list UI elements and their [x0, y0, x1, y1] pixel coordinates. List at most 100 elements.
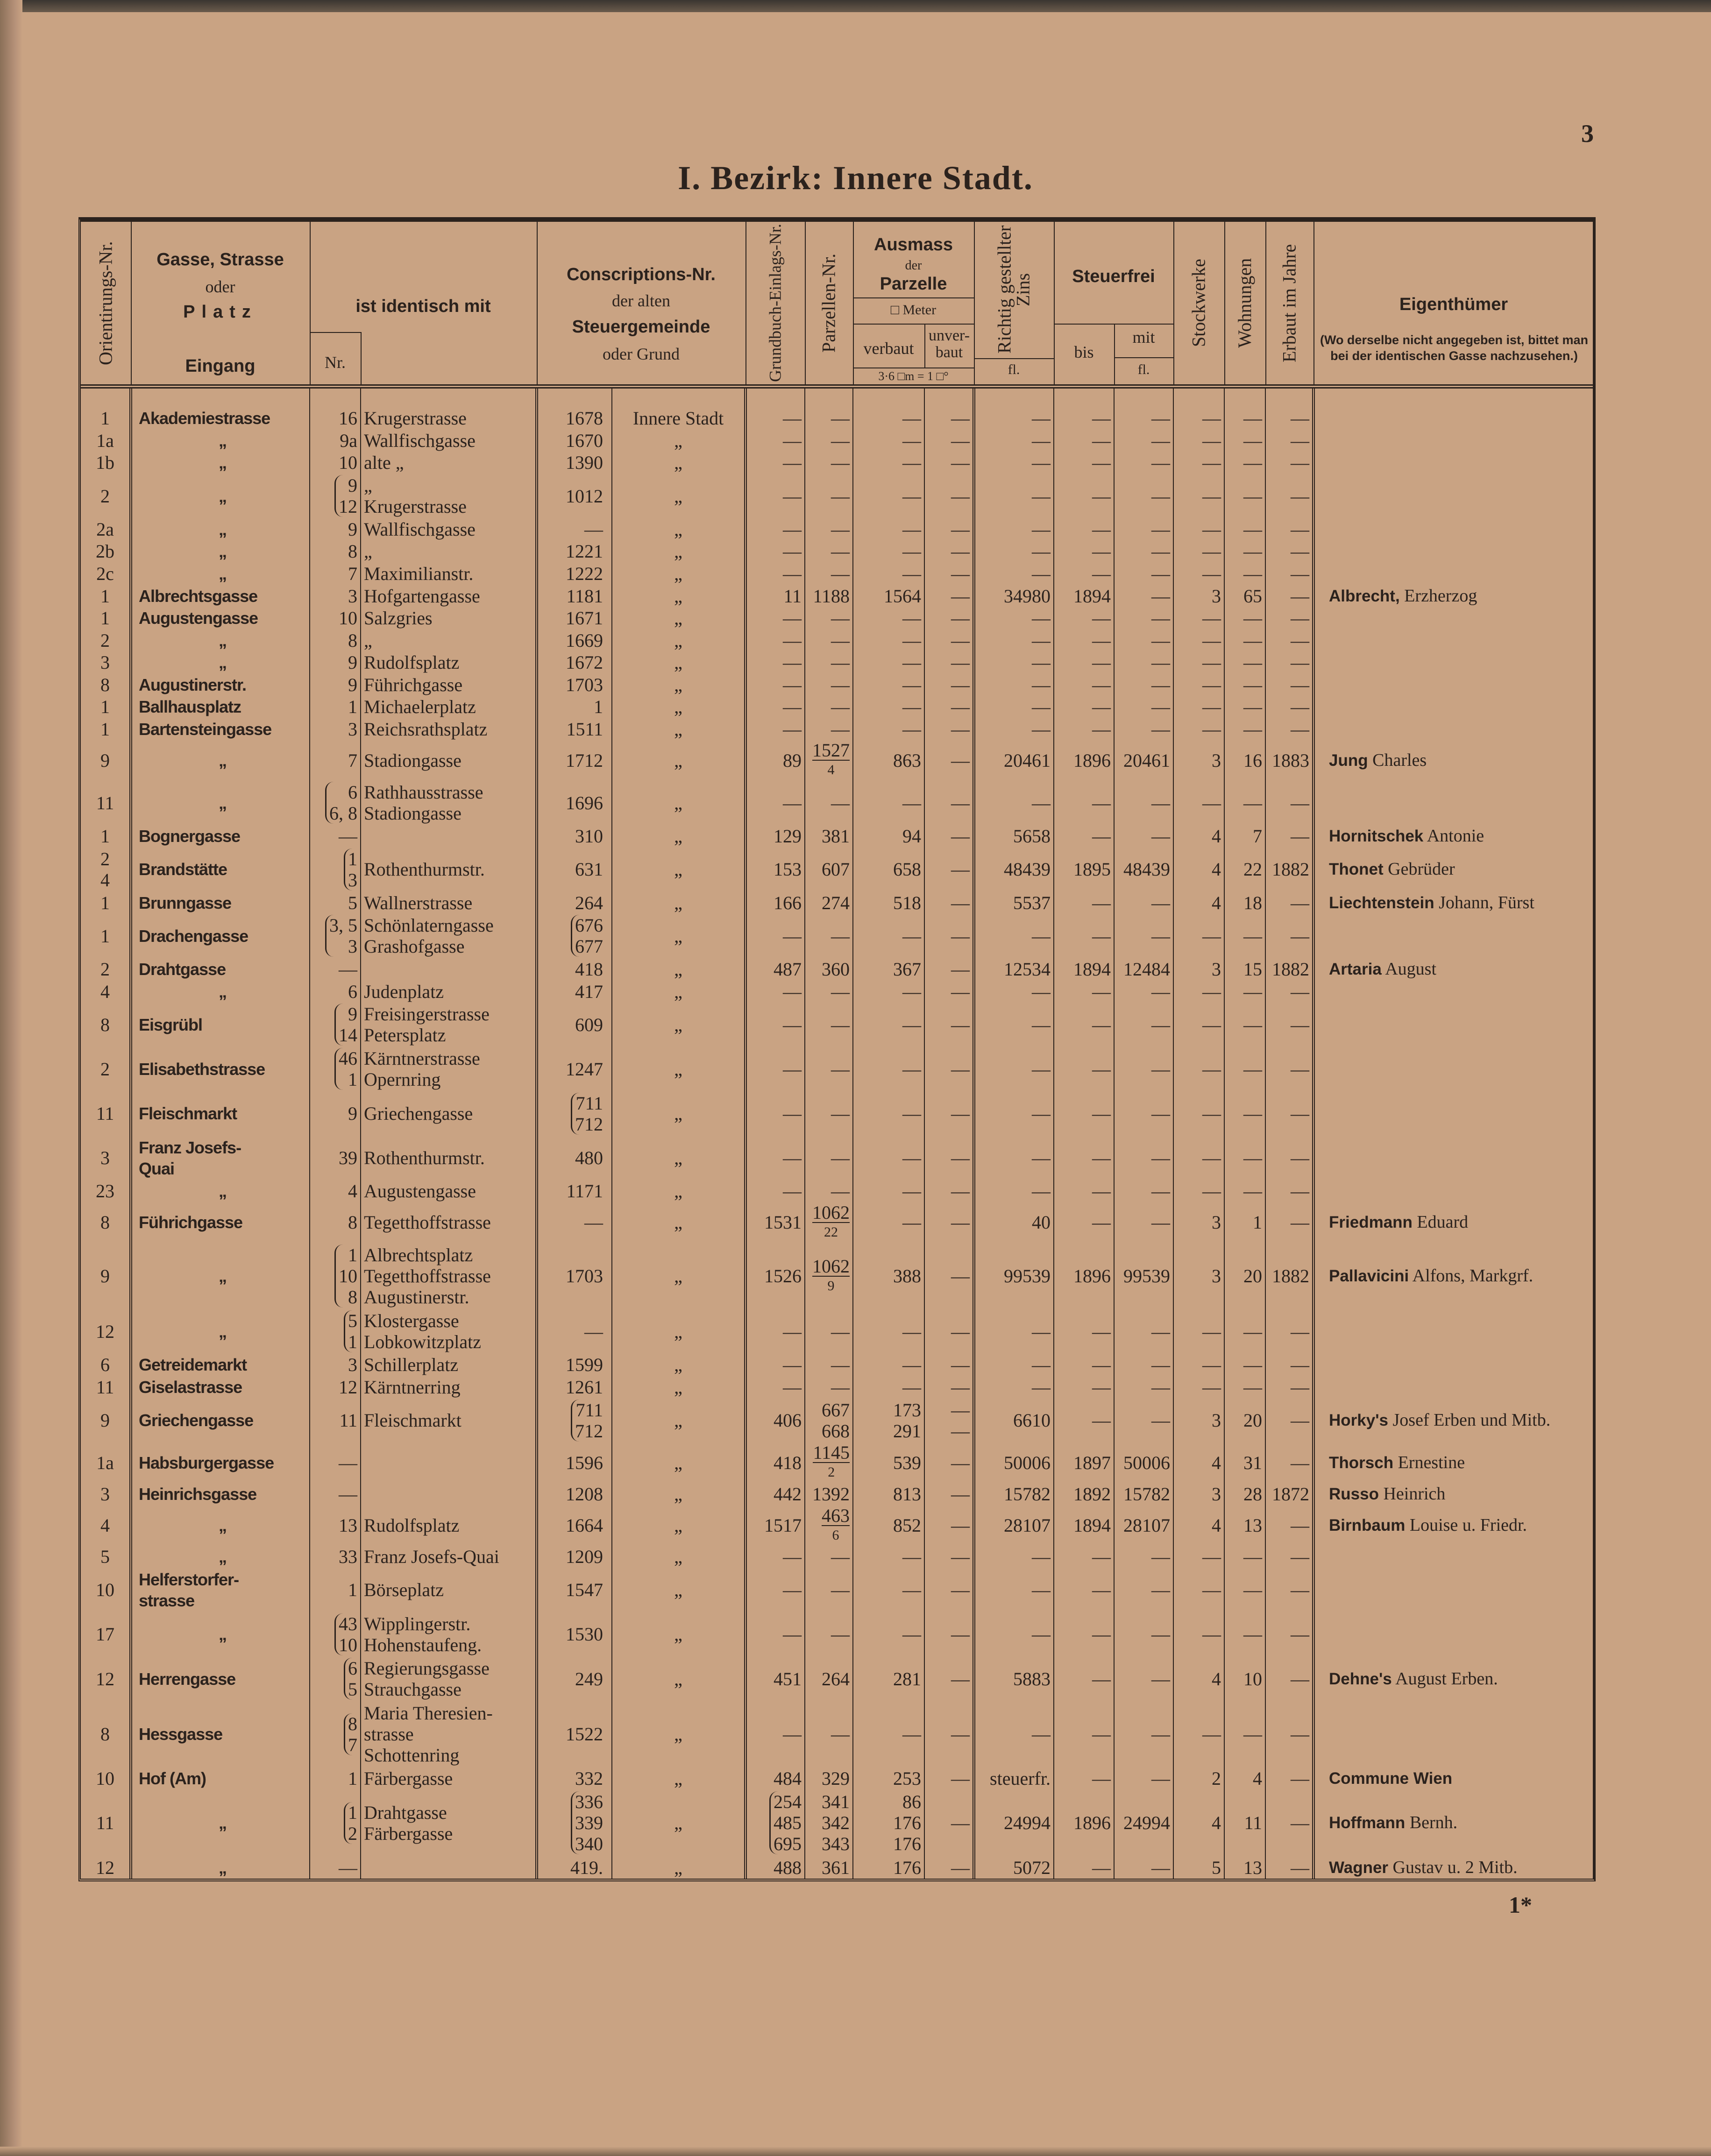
- grundbuch-line: 485: [774, 1812, 802, 1834]
- gasse-line: Franz Josefs-: [139, 1138, 241, 1157]
- table-row: 2a „ 9 Wallfischgasse — „ — — — — — — — — — —: [81, 518, 1593, 541]
- ident-group: „: [364, 630, 532, 651]
- cell-erbaut: 1882: [1265, 958, 1313, 981]
- cell-verbaut: 281: [852, 1656, 924, 1701]
- nr-line: 3, 5: [329, 915, 357, 936]
- owner-detail: August: [1385, 959, 1437, 979]
- owner-name: Thorsch: [1329, 1453, 1394, 1472]
- orient-value: 1b: [96, 452, 114, 474]
- cell-orient: 3: [81, 1483, 131, 1506]
- table-row: 10 Hof (Am) 1 Färbergasse 332 „ 484 329 253— steu…: [81, 1767, 1593, 1790]
- orient-line: 4: [100, 869, 110, 891]
- grund-value: „: [674, 674, 682, 695]
- zins-value: 24994: [1004, 1812, 1051, 1834]
- nr-line: 39: [339, 1147, 357, 1169]
- conscr-group: —: [541, 1212, 603, 1233]
- cell-conscr: 1247: [535, 1046, 612, 1092]
- cell-conscr: 480: [535, 1136, 612, 1180]
- cell-erbaut: —: [1265, 1136, 1313, 1180]
- nr-group: 8: [313, 630, 357, 651]
- cell-nr: 1: [309, 695, 361, 718]
- zins-value: 40: [1032, 1212, 1051, 1233]
- bis-value: —: [1092, 925, 1111, 947]
- cell-grund: „: [611, 1612, 745, 1657]
- nr-group: 16: [313, 408, 357, 429]
- spacer-cell: [129, 389, 310, 407]
- ident-group: Wallfischgasse: [364, 519, 532, 540]
- cell-verbaut: 852: [852, 1505, 924, 1546]
- fraction-denominator: 22: [824, 1224, 838, 1240]
- cell-owner: Pallavicini Alfons, Markgrf.: [1312, 1243, 1593, 1309]
- cell-mit: —: [1114, 1656, 1173, 1701]
- cell-conscr: 1221: [535, 540, 612, 563]
- conscr-group: 1247: [541, 1059, 603, 1080]
- cell-ident: Michaelerplatz: [360, 695, 537, 718]
- cell-stock: 4: [1173, 1789, 1224, 1857]
- verbaut-value: —: [902, 563, 921, 584]
- cell-verbaut: 176: [852, 1856, 924, 1879]
- conscr-line: 1712: [566, 749, 603, 771]
- ident-group: Kärntnerstrasse Opernring: [364, 1048, 532, 1090]
- cell-ident: Freisingerstrasse Petersplatz: [360, 1002, 537, 1047]
- cell-owner: [1312, 629, 1593, 651]
- zins-value: —: [1032, 1579, 1051, 1601]
- bis-value: —: [1092, 1014, 1111, 1035]
- nr-line: 5: [348, 1310, 357, 1332]
- cell-wohn: 13: [1224, 1505, 1265, 1546]
- cell-orient: 8: [81, 1003, 131, 1047]
- unverbaut-value: —: [951, 1265, 970, 1287]
- nr-line: 9: [348, 652, 357, 673]
- zins-value: —: [1032, 1546, 1051, 1568]
- table-row: 4 „ 13 Rudolfsplatz 1664 „ 1517 463 6 852—28107 18…: [81, 1505, 1593, 1546]
- cell-parzelle: —: [804, 1701, 853, 1768]
- cell-erbaut: —: [1265, 891, 1313, 914]
- conscr-line: 1171: [566, 1180, 603, 1202]
- cell-verbaut: —: [852, 1002, 924, 1047]
- stock-value: —: [1202, 408, 1221, 429]
- parcel-fraction: 1527 4: [812, 741, 850, 779]
- ident-line: strasse: [364, 1724, 414, 1745]
- nr-line: 1: [348, 1331, 357, 1353]
- conscr-line: 1209: [566, 1546, 603, 1568]
- orient-value: 2: [100, 1058, 110, 1080]
- fraction-numerator: 1145: [813, 1442, 850, 1463]
- nr-line: 3: [348, 718, 357, 740]
- cell-wohn: —: [1224, 1136, 1265, 1180]
- table-row: 12 „ —419. „ 488 361 176—5072— —5 13— Wagner Gust…: [81, 1856, 1593, 1879]
- grundbuch-value: —: [783, 1321, 802, 1342]
- cell-verbaut: —: [852, 1376, 924, 1398]
- verbaut-value: —: [902, 652, 921, 673]
- table-row: 5 „ 33 Franz Josefs-Quai 1209 „ — — — — — — — — — —: [81, 1545, 1593, 1568]
- parzelle-value: —: [831, 1724, 850, 1745]
- nr-group: 9: [313, 652, 357, 673]
- cell-bis: 1896: [1053, 1243, 1114, 1309]
- nr-line: 1: [348, 1802, 357, 1823]
- cell-orient: 2: [81, 958, 131, 981]
- cell-owner: Thonet Gebrüder: [1312, 847, 1593, 892]
- orient-value: 3: [100, 1483, 110, 1505]
- conscr-line: 1672: [566, 652, 603, 673]
- cell-unverbaut: —: [924, 1046, 974, 1092]
- cell-bis: —: [1053, 1353, 1114, 1376]
- orient-value: 2: [100, 629, 110, 651]
- conscr-group: 1012: [541, 486, 603, 507]
- verbaut-value: —: [902, 981, 921, 1002]
- verbaut-value: —: [902, 696, 921, 718]
- conscr-group: 1222: [541, 563, 603, 584]
- ident-line: Schillerplatz: [364, 1354, 459, 1376]
- bis-value: 1894: [1073, 959, 1111, 980]
- cell-ident: Wallfischgasse: [360, 429, 537, 452]
- unverbaut-value: —: [951, 1452, 970, 1473]
- bis-value: —: [1092, 1180, 1111, 1202]
- nr-line: 3: [348, 869, 357, 891]
- zins-value: —: [1032, 452, 1051, 474]
- nr-line: 10: [339, 452, 357, 474]
- cell-ident: Reichsrathsplatz: [360, 718, 537, 740]
- owner-detail: Johann, Fürst: [1439, 892, 1534, 912]
- header-der: der: [905, 258, 922, 273]
- erbaut-value: —: [1291, 892, 1309, 913]
- ident-line: Petersplatz: [364, 1025, 446, 1046]
- conscr-group: 1209: [541, 1546, 603, 1567]
